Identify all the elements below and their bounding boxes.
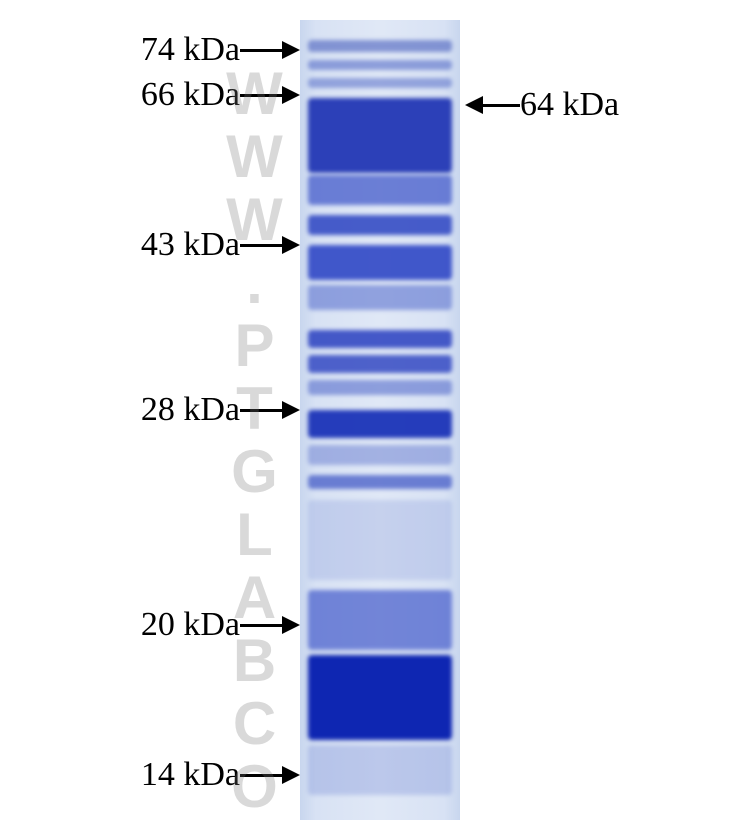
watermark-text: WWW.PTGLABCOM: [220, 60, 289, 824]
mw-marker-left: 20 kDa: [141, 605, 300, 645]
gel-lane: [300, 20, 460, 820]
gel-band: [308, 745, 452, 795]
gel-band: [308, 78, 452, 88]
gel-band: [308, 285, 452, 310]
gel-band: [308, 380, 452, 395]
mw-marker-label: 66 kDa: [141, 76, 240, 114]
mw-marker-label: 28 kDa: [141, 391, 240, 429]
gel-band: [308, 245, 452, 280]
gel-band: [308, 215, 452, 235]
arrow-right-icon: [240, 401, 300, 419]
mw-marker-left: 66 kDa: [141, 75, 300, 115]
arrow-right-icon: [240, 86, 300, 104]
arrow-left-icon: [465, 96, 520, 114]
mw-marker-left: 43 kDa: [141, 225, 300, 265]
gel-band: [308, 355, 452, 373]
mw-marker-label: 43 kDa: [141, 226, 240, 264]
mw-marker-right: 64 kDa: [465, 85, 619, 125]
gel-band: [308, 445, 452, 465]
gel-band: [308, 500, 452, 580]
gel-band: [308, 475, 452, 489]
gel-band: [308, 40, 452, 52]
mw-marker-left: 74 kDa: [141, 30, 300, 70]
gel-band: [308, 60, 452, 70]
mw-marker-label: 14 kDa: [141, 756, 240, 794]
mw-marker-label: 64 kDa: [520, 86, 619, 124]
mw-marker-left: 14 kDa: [141, 755, 300, 795]
mw-marker-left: 28 kDa: [141, 390, 300, 430]
mw-marker-label: 74 kDa: [141, 31, 240, 69]
arrow-right-icon: [240, 41, 300, 59]
arrow-right-icon: [240, 766, 300, 784]
gel-band: [308, 98, 452, 173]
gel-image-container: 74 kDa 66 kDa 43 kDa 28 kDa 20 kDa 14 kDa 64 …: [0, 0, 740, 824]
gel-band: [308, 655, 452, 740]
gel-band: [308, 590, 452, 650]
gel-band: [308, 330, 452, 348]
arrow-right-icon: [240, 236, 300, 254]
arrow-right-icon: [240, 616, 300, 634]
gel-band: [308, 410, 452, 438]
mw-marker-label: 20 kDa: [141, 606, 240, 644]
gel-band: [308, 175, 452, 205]
